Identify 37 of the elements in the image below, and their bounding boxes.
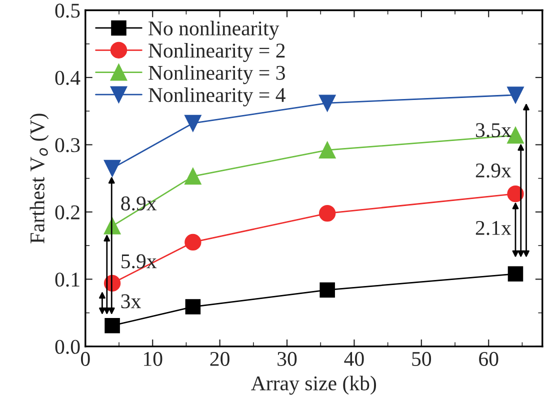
point [320, 282, 335, 298]
y-tick-label: 0.4 [55, 70, 80, 86]
y-tick-label: 0.3 [55, 138, 80, 152]
x-tick-label: 20 [210, 352, 230, 366]
x-tick-label: 10 [144, 352, 162, 366]
point [507, 185, 524, 202]
point [508, 266, 524, 282]
point [104, 318, 120, 334]
point [184, 114, 202, 132]
point [318, 142, 336, 158]
x-tick-label: 50 [412, 352, 432, 366]
annotation: 3x [121, 294, 141, 308]
y-tick-label: 0.1 [55, 272, 80, 287]
point [184, 168, 202, 185]
annotation: 3.5x [476, 123, 512, 138]
legend-label: No nonlinearity [148, 20, 280, 40]
legend-label: Nonlinearity = 3 [148, 65, 285, 84]
point [104, 160, 121, 177]
point [318, 204, 336, 222]
x-axis-title: Array size (kb) [251, 376, 376, 395]
x-tick-label: 0 [80, 352, 90, 366]
legend-label: Nonlinearity = 4 [148, 87, 286, 106]
x-tick-label: 60 [479, 352, 498, 366]
y-tick-label: 0.5 [55, 4, 80, 18]
point [507, 86, 524, 104]
x-tick-label: 40 [344, 352, 364, 366]
point [185, 299, 201, 314]
x-tick-label: 30 [278, 352, 297, 366]
annotation: 2.1x [476, 221, 512, 236]
y-axis-title: Farthest V$_{o}$ (V) [30, 114, 49, 244]
point [184, 234, 202, 251]
y-tick-label: 0.2 [55, 205, 80, 220]
legend-label: Nonlinearity = 2 [148, 42, 285, 62]
y-tick-label: 0.0 [55, 340, 80, 354]
annotation: 5.9x [122, 254, 157, 268]
annotation: 2.9x [476, 164, 512, 178]
point [318, 94, 336, 112]
